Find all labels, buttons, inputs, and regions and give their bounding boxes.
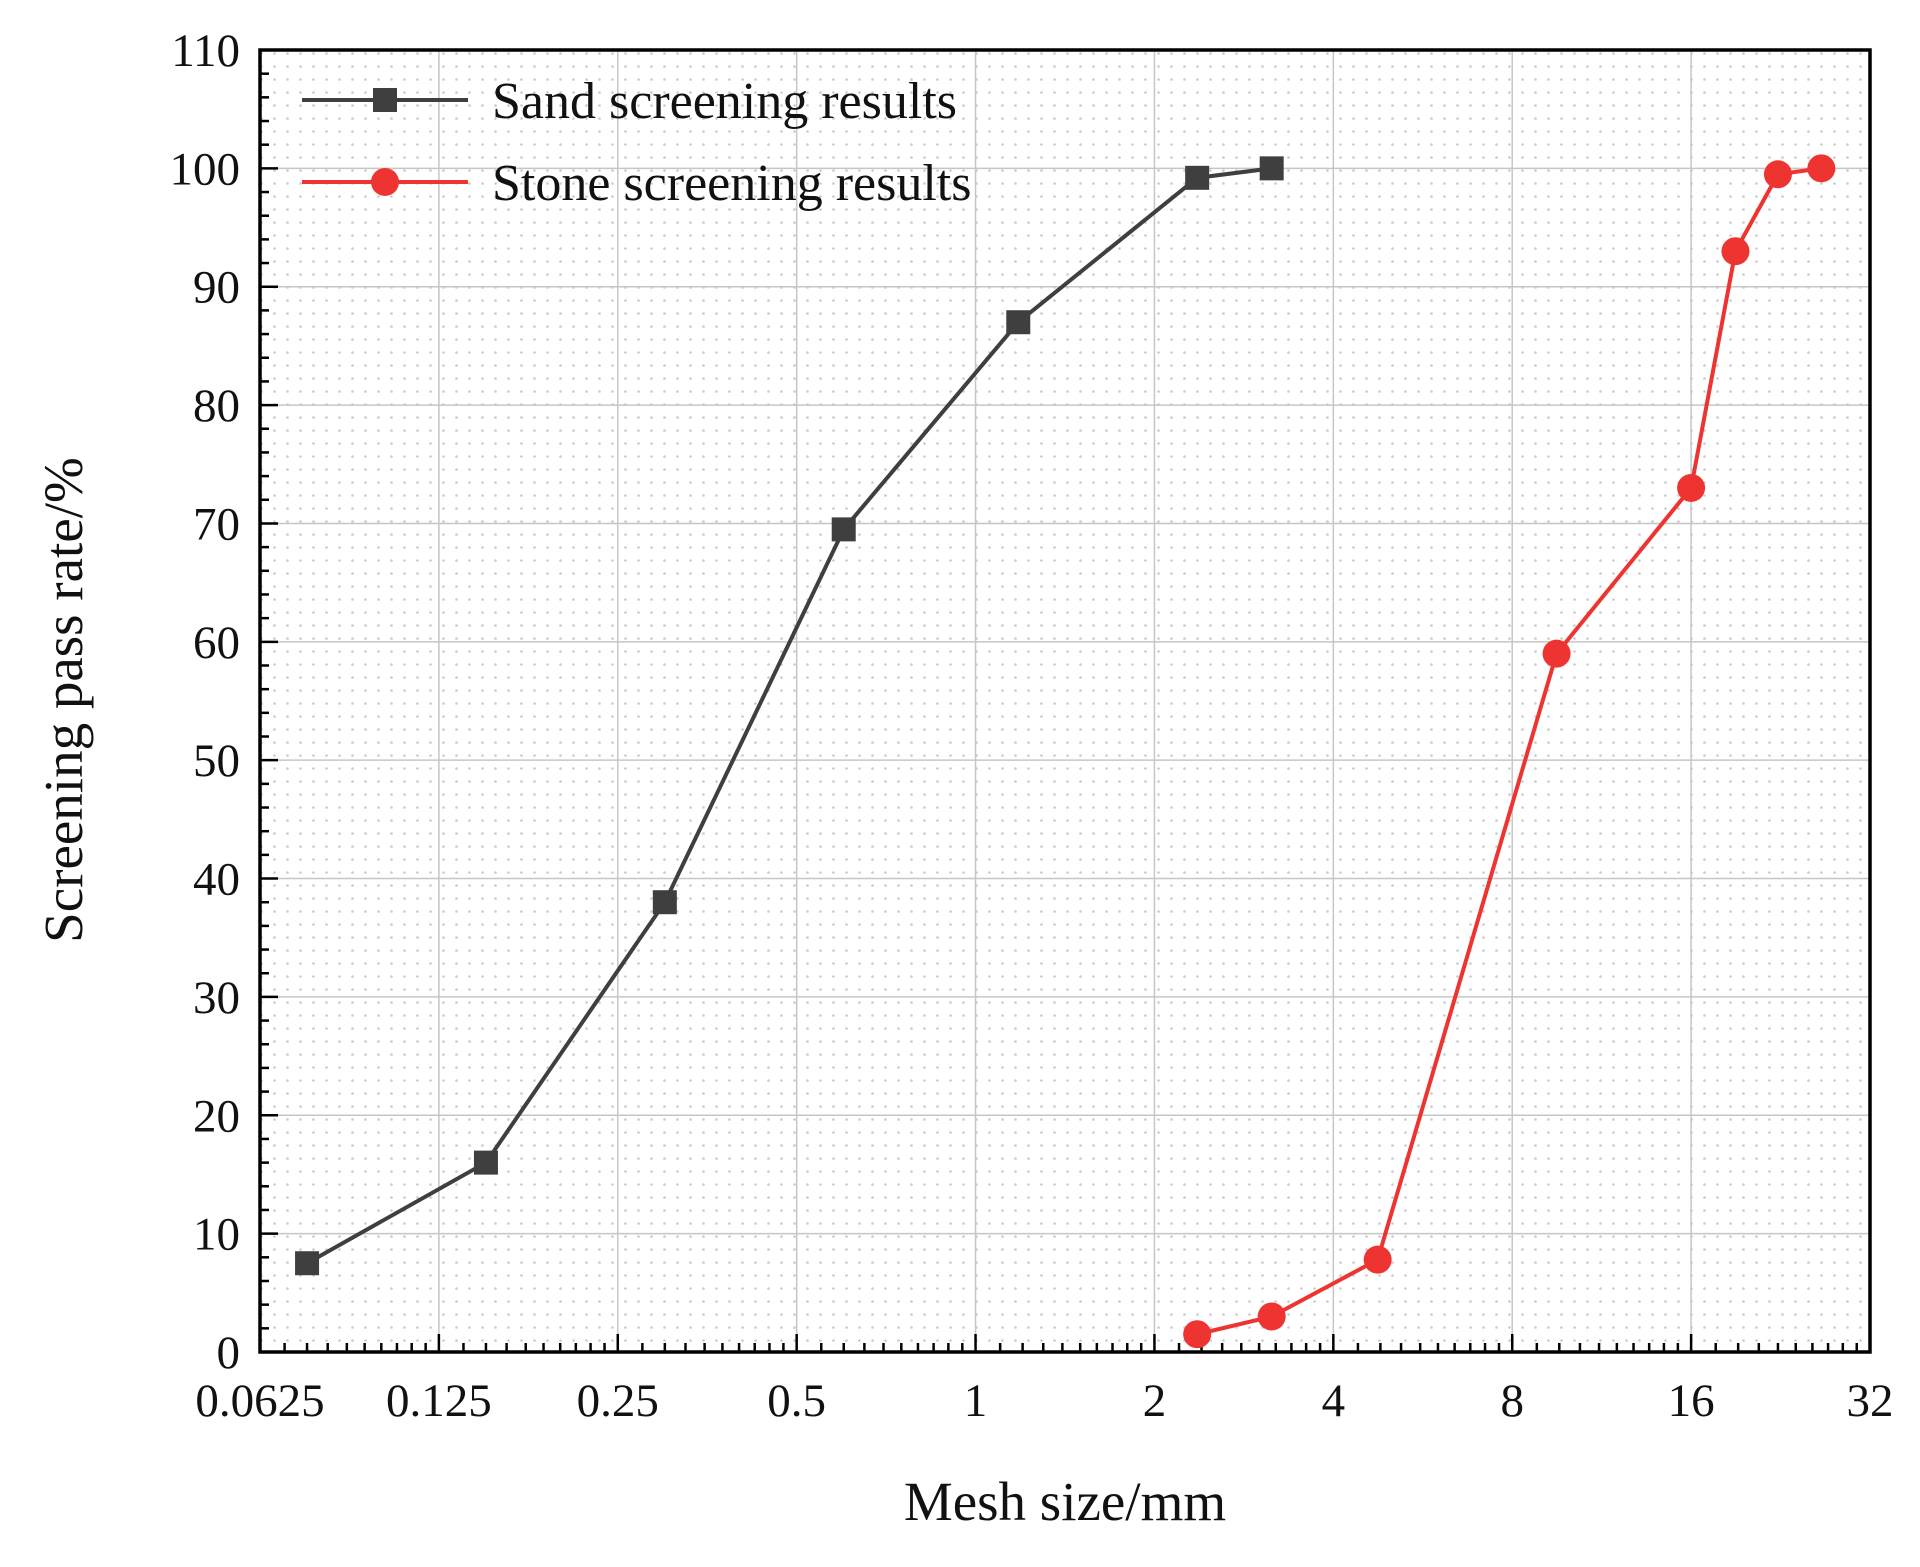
y-tick-label: 20 — [193, 1090, 240, 1142]
data-point-circle-marker — [1677, 473, 1706, 502]
data-point-square-marker — [473, 1150, 498, 1175]
x-tick-label: 0.125 — [386, 1375, 492, 1427]
y-tick-label: 40 — [193, 854, 240, 906]
data-point-circle-marker — [1257, 1302, 1286, 1331]
data-point-circle-marker — [1183, 1320, 1212, 1349]
x-tick-label: 0.0625 — [195, 1375, 324, 1427]
x-tick-label: 0.25 — [577, 1375, 659, 1427]
x-axis-title: Mesh size/mm — [904, 1471, 1226, 1532]
plot-background — [260, 50, 1870, 1352]
legend-label-stone: Stone screening results — [492, 155, 971, 212]
data-point-circle-marker — [1363, 1245, 1392, 1274]
legend — [302, 88, 468, 196]
data-point-square-marker — [295, 1251, 320, 1276]
x-tick-label: 0.5 — [767, 1375, 826, 1427]
data-point-square-marker — [1185, 165, 1210, 190]
legend-square-marker — [373, 88, 397, 112]
data-point-square-marker — [1006, 310, 1031, 335]
y-tick-label: 100 — [170, 143, 241, 195]
y-tick-label: 80 — [193, 380, 240, 432]
x-tick-label: 2 — [1143, 1375, 1167, 1427]
data-point-circle-marker — [1721, 237, 1750, 266]
y-tick-label: 70 — [193, 498, 240, 550]
data-point-square-marker — [1259, 156, 1284, 181]
data-point-square-marker — [652, 890, 677, 915]
x-tick-label: 32 — [1847, 1375, 1894, 1427]
y-tick-label: 10 — [193, 1209, 240, 1261]
y-axis-title: Screening pass rate/% — [33, 457, 94, 943]
legend-label-sand: Sand screening results — [492, 73, 957, 130]
data-point-square-marker — [831, 517, 856, 542]
legend-circle-marker — [371, 168, 399, 196]
data-point-circle-marker — [1542, 639, 1571, 668]
y-axis-ticks: 0 10 20 30 40 50 60 70 80 90 100 110 — [170, 25, 278, 1379]
x-tick-label: 1 — [964, 1375, 988, 1427]
plot-area: 0.0625 0.125 0.25 0.5 1 2 4 8 16 32 0 10 20 30 40 50 60 7… — [170, 25, 1894, 1427]
y-tick-label: 90 — [193, 262, 240, 314]
x-axis-ticks: 0.0625 0.125 0.25 0.5 1 2 4 8 16 32 — [195, 1334, 1894, 1427]
x-tick-label: 16 — [1668, 1375, 1715, 1427]
y-tick-label: 60 — [193, 617, 240, 669]
x-tick-label: 8 — [1500, 1375, 1524, 1427]
y-tick-label: 0 — [217, 1327, 241, 1379]
y-tick-label: 110 — [171, 25, 240, 77]
plot-frame — [258, 48, 1872, 1354]
y-tick-label: 30 — [193, 972, 240, 1024]
data-point-circle-marker — [1763, 160, 1792, 189]
data-point-circle-marker — [1807, 154, 1836, 183]
x-tick-label: 4 — [1322, 1375, 1346, 1427]
series-sand — [295, 156, 1284, 1276]
series-stone — [1183, 154, 1836, 1349]
y-tick-label: 50 — [193, 735, 240, 787]
